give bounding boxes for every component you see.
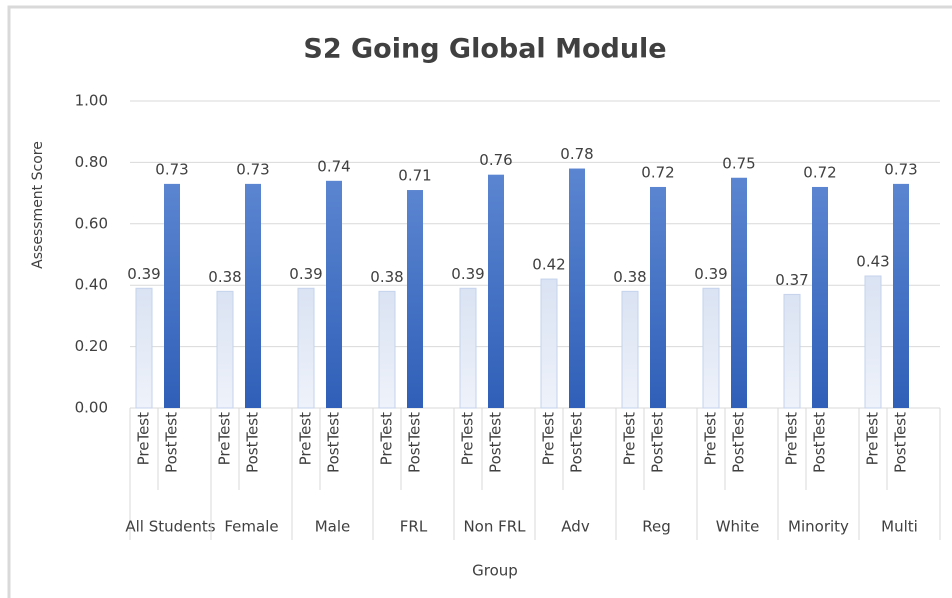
y-tick-label: 0.60 — [75, 214, 108, 232]
subcategory-label: PostTest — [244, 412, 262, 473]
subcategory-label: PreTest — [378, 412, 396, 466]
data-label: 0.39 — [451, 265, 484, 283]
data-label: 0.38 — [613, 268, 646, 286]
subcategory-label: PostTest — [811, 412, 829, 473]
bar — [812, 186, 828, 408]
data-label: 0.39 — [694, 265, 727, 283]
x-tick-label: Adv — [561, 518, 590, 536]
bar — [650, 186, 666, 408]
x-tick-label: White — [716, 518, 760, 536]
bar — [893, 183, 909, 408]
subcategory-label: PreTest — [864, 412, 882, 466]
chart-title: S2 Going Global Module — [303, 34, 666, 65]
subcategory-label: PreTest — [216, 412, 234, 466]
subcategory-label: PreTest — [702, 412, 720, 466]
data-label: 0.73 — [236, 160, 269, 178]
x-tick-label: Non FRL — [463, 518, 526, 536]
subcategory-label: PreTest — [783, 412, 801, 466]
subcategory-label: PostTest — [649, 412, 667, 473]
bar — [569, 168, 585, 408]
bar — [864, 275, 882, 409]
subcategory-label: PreTest — [459, 412, 477, 466]
bar — [731, 177, 747, 408]
x-tick-label: Reg — [642, 518, 671, 536]
subcategory-label: PreTest — [540, 412, 558, 466]
subcategory-label: PostTest — [892, 412, 910, 473]
data-label: 0.78 — [560, 145, 593, 163]
bar — [326, 180, 342, 408]
bar — [540, 278, 558, 409]
data-label: 0.39 — [289, 265, 322, 283]
data-label: 0.71 — [398, 167, 431, 185]
x-tick-label: FRL — [400, 518, 428, 536]
data-label: 0.37 — [775, 271, 808, 289]
subcategory-label: PostTest — [406, 412, 424, 473]
data-label: 0.74 — [317, 157, 350, 175]
data-label: 0.38 — [208, 268, 241, 286]
data-label: 0.73 — [884, 160, 917, 178]
x-tick-label: All Students — [125, 518, 215, 536]
subcategory-label: PreTest — [297, 412, 315, 466]
data-label: 0.76 — [479, 151, 512, 169]
y-tick-label: 0.00 — [75, 399, 108, 417]
data-label: 0.43 — [856, 252, 889, 270]
subcategory-label: PreTest — [621, 412, 639, 466]
bar — [459, 287, 477, 409]
y-tick-label: 1.00 — [75, 92, 108, 110]
bar — [621, 290, 639, 409]
data-label: 0.39 — [127, 265, 160, 283]
subcategory-label: PreTest — [135, 412, 153, 466]
x-tick-label: Female — [224, 518, 278, 536]
x-tick-label: Minority — [788, 518, 849, 536]
data-label: 0.42 — [532, 256, 565, 274]
data-label: 0.72 — [803, 163, 836, 181]
bar — [135, 287, 153, 409]
data-label: 0.75 — [722, 154, 755, 172]
bar — [245, 183, 261, 408]
subcategory-label: PostTest — [325, 412, 343, 473]
bar — [783, 293, 801, 409]
bar — [164, 183, 180, 408]
y-tick-label: 0.20 — [75, 337, 108, 355]
data-label: 0.73 — [155, 160, 188, 178]
bar — [702, 287, 720, 409]
bar — [407, 190, 423, 408]
subcategory-label: PostTest — [568, 412, 586, 473]
x-tick-label: Male — [315, 518, 351, 536]
x-tick-label: Multi — [881, 518, 918, 536]
y-axis-title: Assessment Score — [30, 141, 46, 269]
y-tick-label: 0.80 — [75, 153, 108, 171]
bar — [216, 290, 234, 409]
data-label: 0.38 — [370, 268, 403, 286]
data-label: 0.72 — [641, 163, 674, 181]
subcategory-label: PostTest — [163, 412, 181, 473]
subcategory-label: PostTest — [487, 412, 505, 473]
bar — [488, 174, 504, 408]
x-axis-title: Group — [472, 562, 518, 580]
bar — [297, 287, 315, 409]
bar — [378, 290, 396, 409]
y-tick-label: 0.40 — [75, 276, 108, 294]
subcategory-label: PostTest — [730, 412, 748, 473]
